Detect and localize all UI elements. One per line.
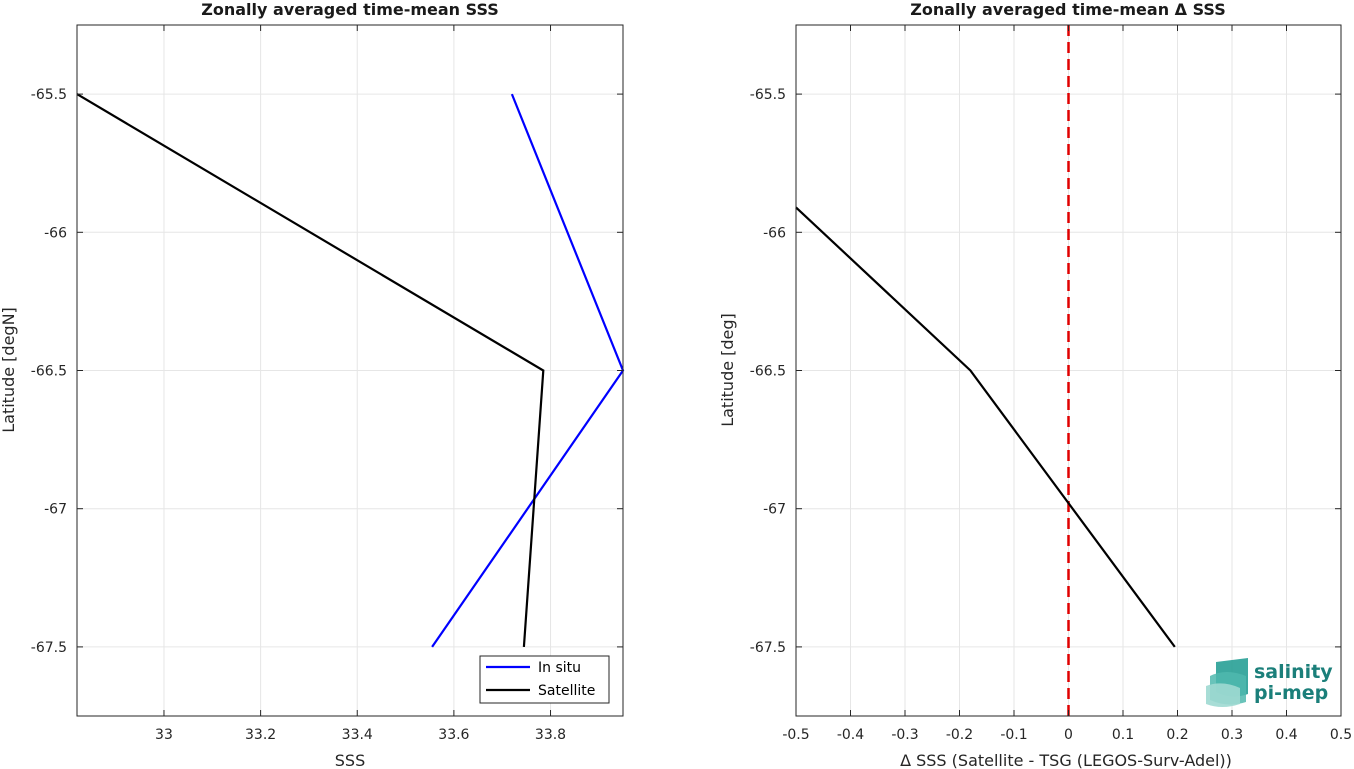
logo-wave-icon bbox=[1206, 658, 1248, 707]
x-tick-label: 0.1 bbox=[1112, 727, 1134, 743]
y-tick-label: -66 bbox=[44, 225, 67, 241]
delta-sss-series-line bbox=[795, 206, 1176, 648]
x-tick-label: 0.4 bbox=[1275, 727, 1297, 743]
delta-y-axis-label: Latitude [deg] bbox=[718, 313, 737, 427]
legend-insitu-label: In situ bbox=[538, 660, 581, 676]
y-tick-label: -66.5 bbox=[750, 364, 786, 380]
legend-box bbox=[479, 655, 610, 704]
sss-ticks: 33 33.2 33.4 33.6 33.8 -65.5 -66 -66.5 -67 -67.5 bbox=[31, 25, 623, 743]
sss-chart: 33 33.2 33.4 33.6 33.8-65.5-66-66.5-67-67.5 … bbox=[0, 0, 625, 769]
delta-sss-chart: -0.5 -0.4 -0.3 -0.2 -0.1 0 0.1 0.2 0.3 0.4 0.5 -65.… bbox=[718, 0, 1352, 769]
x-tick-label: -0.5 bbox=[782, 727, 809, 743]
y-tick-label: -65.5 bbox=[750, 87, 786, 103]
y-tick-label: -67 bbox=[763, 502, 786, 518]
y-tick-label: -65.5 bbox=[31, 87, 67, 103]
y-tick-label: -66.5 bbox=[31, 364, 67, 380]
legend-satellite-label: Satellite bbox=[538, 683, 595, 699]
x-tick-label: -0.4 bbox=[837, 727, 864, 743]
sss-y-axis-label: Latitude [degN] bbox=[0, 307, 18, 433]
x-tick-label: 0.5 bbox=[1330, 727, 1352, 743]
x-tick-label: 33.8 bbox=[535, 727, 566, 743]
x-tick-label: 33 bbox=[155, 727, 173, 743]
y-tick-label: -67.5 bbox=[750, 640, 786, 656]
delta-chart-title: Zonally averaged time-mean Δ SSS bbox=[910, 0, 1226, 19]
logo-text-pimep: pi-mep bbox=[1254, 682, 1328, 704]
salinity-pi-mep-logo: salinity pi-mep bbox=[1206, 658, 1333, 707]
logo-text-salinity: salinity bbox=[1254, 661, 1333, 683]
x-tick-label: 0.2 bbox=[1166, 727, 1188, 743]
delta-ticks: -0.5 -0.4 -0.3 -0.2 -0.1 0 0.1 0.2 0.3 0.4 0.5 -65.… bbox=[750, 25, 1352, 743]
x-tick-label: 0.3 bbox=[1221, 727, 1243, 743]
delta-x-axis-label: Δ SSS (Satellite - TSG (LEGOS-Surv-Adel)… bbox=[900, 751, 1232, 769]
x-tick-label: -0.2 bbox=[946, 727, 973, 743]
delta-series-layer bbox=[795, 206, 1176, 648]
satellite-series-line bbox=[76, 93, 545, 647]
x-tick-label: 0 bbox=[1064, 727, 1073, 743]
x-tick-label: 33.4 bbox=[342, 727, 373, 743]
x-tick-label: 33.2 bbox=[245, 727, 276, 743]
sss-chart-title: Zonally averaged time-mean SSS bbox=[201, 0, 499, 19]
x-tick-label: -0.1 bbox=[1000, 727, 1027, 743]
sss-legend: In situ Satellite bbox=[479, 655, 610, 704]
x-tick-label: -0.3 bbox=[891, 727, 918, 743]
y-tick-label: -67.5 bbox=[31, 640, 67, 656]
x-tick-label: 33.6 bbox=[438, 727, 469, 743]
sss-x-axis-label: SSS bbox=[335, 751, 365, 769]
y-tick-label: -67 bbox=[44, 502, 67, 518]
sss-grid bbox=[77, 25, 623, 716]
y-tick-label: -66 bbox=[763, 225, 786, 241]
